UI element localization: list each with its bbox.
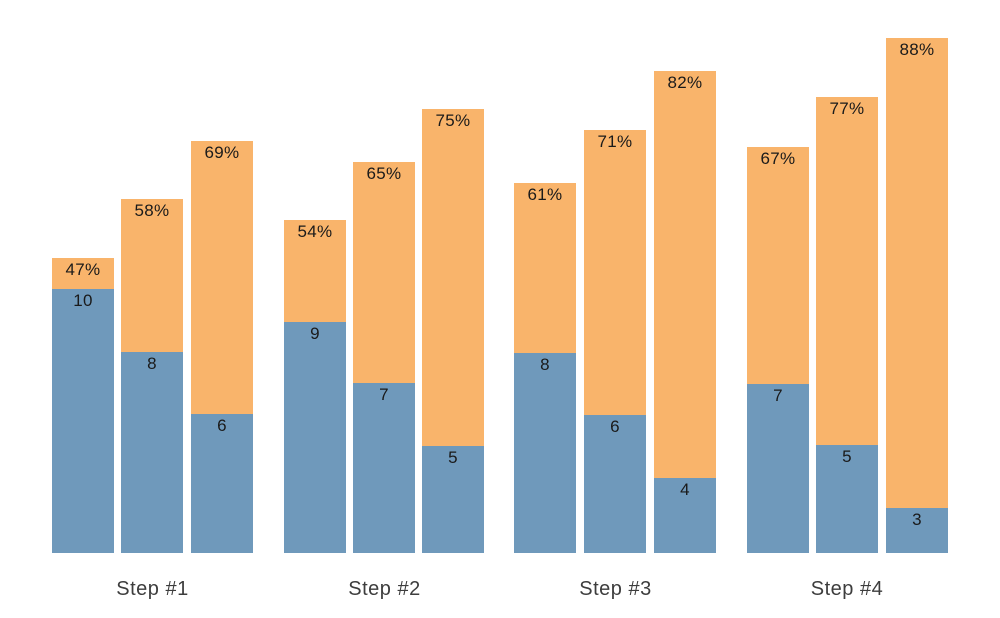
bar-top-segment: 88%	[886, 38, 948, 508]
bar-pct-label: 47%	[65, 260, 101, 279]
bar-pct-label: 61%	[527, 185, 563, 204]
bar-pct-label: 69%	[204, 143, 240, 162]
bar-base-segment: 7	[353, 383, 415, 553]
category-label-2: Step #2	[348, 578, 421, 600]
bar-top-segment: 77%	[816, 97, 878, 445]
bar-top-segment: 67%	[747, 147, 809, 384]
bar-base-segment: 5	[816, 445, 878, 553]
category-label-1: Step #1	[116, 578, 189, 600]
bar-base-segment: 10	[52, 289, 114, 553]
bar-pct-label: 67%	[760, 149, 796, 168]
bar-top-segment: 58%	[121, 199, 183, 352]
bar-top-segment: 75%	[422, 109, 484, 446]
bar-top-segment: 82%	[654, 71, 716, 478]
bar-top-segment: 54%	[284, 220, 346, 322]
bar-top-segment: 69%	[191, 141, 253, 414]
bar-pct-label: 77%	[829, 99, 865, 118]
bar-top-segment: 71%	[584, 130, 646, 415]
bar-pct-label: 75%	[435, 111, 471, 130]
bar-top-segment: 47%	[52, 258, 114, 289]
bar-pct-label: 54%	[297, 222, 333, 241]
bar-value-label: 6	[217, 416, 227, 435]
category-label-3: Step #3	[579, 578, 652, 600]
bar-base-segment: 6	[584, 415, 646, 553]
bar-value-label: 8	[147, 354, 157, 373]
bar-pct-label: 71%	[597, 132, 633, 151]
bar-value-label: 5	[448, 448, 458, 467]
bar-base-segment: 6	[191, 414, 253, 553]
bar-base-segment: 7	[747, 384, 809, 553]
bar-base-segment: 9	[284, 322, 346, 553]
bar-pct-label: 58%	[134, 201, 170, 220]
bar-pct-label: 65%	[366, 164, 402, 183]
bar-value-label: 7	[773, 386, 783, 405]
bar-value-label: 7	[379, 385, 389, 404]
bar-value-label: 10	[73, 291, 93, 310]
bar-base-segment: 4	[654, 478, 716, 553]
bar-pct-label: 82%	[667, 73, 703, 92]
bar-base-segment: 8	[121, 352, 183, 553]
bar-base-segment: 3	[886, 508, 948, 553]
bar-pct-label: 88%	[899, 40, 935, 59]
bar-value-label: 4	[680, 480, 690, 499]
bar-value-label: 9	[310, 324, 320, 343]
bar-top-segment: 61%	[514, 183, 576, 353]
bar-value-label: 3	[912, 510, 922, 529]
bar-base-segment: 5	[422, 446, 484, 553]
category-label-4: Step #4	[810, 578, 884, 600]
bar-value-label: 6	[610, 417, 620, 436]
bar-base-segment: 8	[514, 353, 576, 553]
bar-value-label: 8	[540, 355, 550, 374]
bar-top-segment: 65%	[353, 162, 415, 383]
bar-value-label: 5	[842, 447, 852, 466]
